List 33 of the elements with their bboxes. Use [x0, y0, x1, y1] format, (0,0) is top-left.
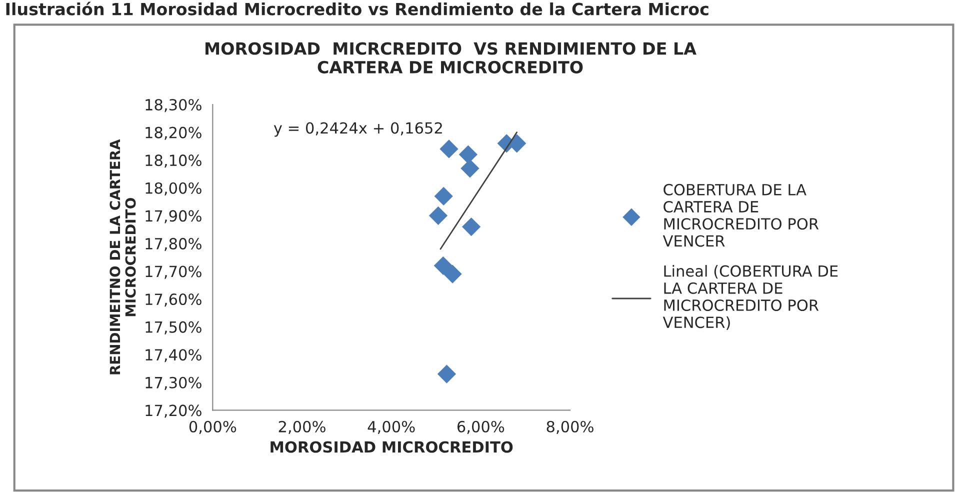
y-tick-label: 17,70% [146, 266, 202, 279]
legend-label: COBERTURA DE LA CARTERA DE MICROCREDITO POR VENCER [662, 184, 819, 247]
point [460, 159, 480, 178]
y-tick-label: 17,50% [146, 321, 202, 334]
point [434, 256, 452, 275]
y-tick-label: 17,20% [146, 404, 202, 418]
x-tick-label: 0,00% [189, 420, 236, 434]
x-tick-label: 2,00% [278, 420, 326, 434]
x-tick-label: 6,00% [457, 420, 504, 434]
text: Ilustración 11 Morosidad Microcredito vs Rendimiento de la Cartera Microc [6, 2, 708, 16]
point [434, 186, 453, 206]
y-axis-title: RENDIMEITNO DE LA CARTERA MICROCREDITO [110, 139, 136, 374]
y-tick-label: 18,30% [146, 98, 202, 112]
annotation: y = 0,2424x + 0,1652 [274, 122, 442, 137]
point [458, 145, 478, 164]
y-tick-label: 17,40% [146, 349, 202, 362]
point [428, 206, 448, 225]
y-tick-label: 18,10% [146, 154, 202, 168]
y-tick-label: 17,30% [146, 376, 202, 390]
y-tick-label: 17,60% [146, 293, 202, 307]
point [462, 217, 481, 236]
x-axis-title: MOROSIDAD MICROCREDITO [270, 441, 513, 453]
point [440, 140, 458, 158]
point [437, 364, 456, 384]
y-tick-label: 18,20% [146, 126, 202, 140]
x-tick-label: 4,00% [368, 420, 415, 434]
legend-label: Lineal (COBERTURA DE LA CARTERA DE MICROCREDITO POR VENCER) [662, 264, 838, 330]
y-tick-label: 17,90% [146, 210, 202, 224]
point [443, 264, 462, 284]
y-tick-label: 17,80% [146, 238, 202, 252]
x-tick-label: 8,00% [546, 420, 594, 434]
chart-title: MOROSIDAD MICRCREDITO VS RENDIMIENTO DE LA CARTERA DE MICROCREDITO [206, 42, 696, 74]
y-tick-label: 18,00% [146, 182, 202, 196]
